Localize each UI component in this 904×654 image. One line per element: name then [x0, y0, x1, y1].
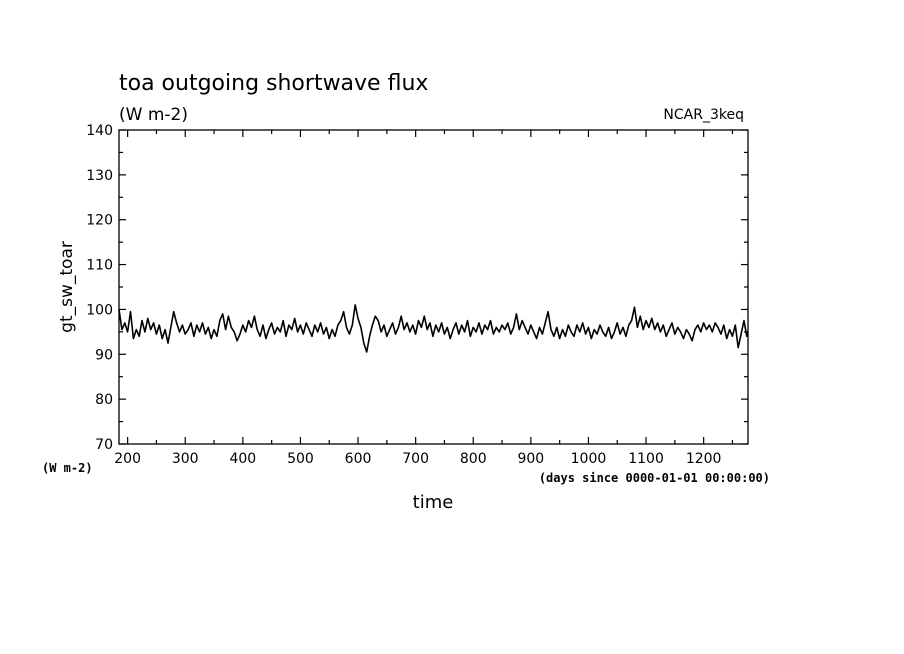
- x-tick-label: 1200: [686, 451, 722, 467]
- x-tick-label: 1000: [571, 451, 607, 467]
- x-tick-label: 1100: [628, 451, 664, 467]
- plot-frame: [118, 129, 749, 445]
- x-tick-label: 300: [172, 451, 199, 467]
- y-axis-units: (W m-2): [42, 461, 93, 475]
- y-tick-label: 140: [86, 123, 113, 139]
- y-tick-label: 90: [95, 347, 113, 363]
- x-axis-label: time: [413, 492, 454, 513]
- x-tick-label: 400: [229, 451, 256, 467]
- y-tick-label: 80: [95, 392, 113, 408]
- x-tick-label: 600: [345, 451, 372, 467]
- x-tick-label: 500: [287, 451, 314, 467]
- y-axis: 70 80 90 100 110 120 130 140: [86, 123, 748, 453]
- y-tick-label: 70: [95, 437, 113, 453]
- x-axis: 200 300 400 500 600 700 800 900 1000 1100 1200: [114, 130, 734, 467]
- x-axis-units: (days since 0000-01-01 00:00:00): [539, 471, 770, 485]
- y-tick-label: 130: [86, 168, 113, 184]
- y-tick-label: 100: [86, 302, 113, 318]
- y-axis-label: gt_sw_toar: [57, 241, 77, 333]
- chart-title: toa outgoing shortwave flux: [119, 71, 428, 96]
- y-tick-label: 120: [86, 213, 113, 229]
- chart-subtitle: (W m-2): [119, 105, 188, 125]
- series-line: [118, 304, 749, 353]
- x-tick-label: 900: [517, 451, 544, 467]
- x-tick-label: 800: [460, 451, 487, 467]
- source-label: NCAR_3keq: [663, 107, 744, 123]
- x-tick-label: 200: [114, 451, 141, 467]
- y-tick-label: 110: [86, 258, 113, 274]
- x-tick-label: 700: [402, 451, 429, 467]
